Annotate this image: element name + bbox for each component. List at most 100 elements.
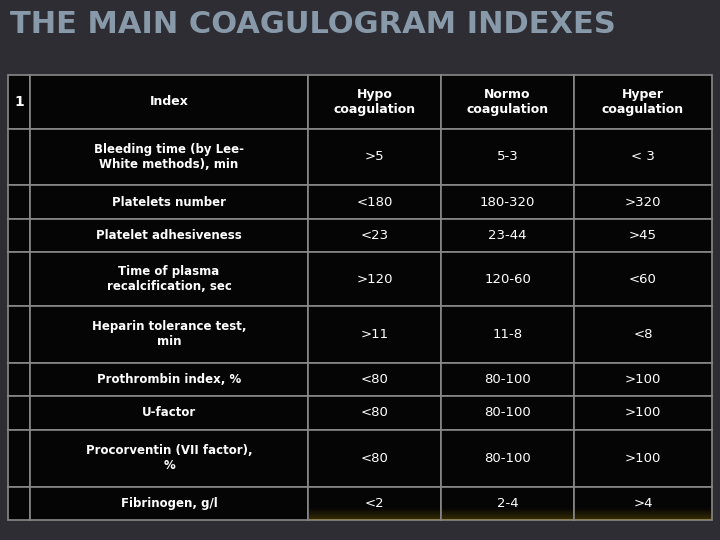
Text: Hyper
coagulation: Hyper coagulation <box>602 88 684 116</box>
Bar <box>441 129 574 185</box>
Text: Fibrinogen, g/l: Fibrinogen, g/l <box>121 497 217 510</box>
Bar <box>8 129 30 185</box>
Bar <box>308 252 441 306</box>
Bar <box>442 518 573 519</box>
Text: Heparin tolerance test,
min: Heparin tolerance test, min <box>91 320 246 348</box>
Text: < 3: < 3 <box>631 151 655 164</box>
Bar <box>308 219 441 252</box>
Bar <box>441 430 574 487</box>
Text: <8: <8 <box>634 328 653 341</box>
Text: 80-100: 80-100 <box>484 407 531 420</box>
Text: >100: >100 <box>625 451 661 464</box>
Text: Time of plasma
recalcification, sec: Time of plasma recalcification, sec <box>107 265 231 293</box>
Text: >100: >100 <box>625 407 661 420</box>
Bar <box>441 219 574 252</box>
Bar <box>309 515 440 516</box>
Text: >11: >11 <box>361 328 389 341</box>
Bar <box>575 517 711 518</box>
Bar <box>308 185 441 219</box>
Bar <box>308 396 441 430</box>
Text: Procorventin (VII factor),
%: Procorventin (VII factor), % <box>86 444 252 472</box>
Text: <80: <80 <box>361 373 388 386</box>
Text: 1: 1 <box>14 94 24 109</box>
Text: Prothrombin index, %: Prothrombin index, % <box>97 373 241 386</box>
Bar <box>442 510 573 511</box>
Bar <box>30 306 308 363</box>
Bar <box>8 306 30 363</box>
Bar <box>308 363 441 396</box>
Text: 80-100: 80-100 <box>484 373 531 386</box>
Text: 2-4: 2-4 <box>497 497 518 510</box>
Text: <23: <23 <box>361 229 389 242</box>
Bar <box>575 516 711 517</box>
Bar <box>575 515 711 516</box>
Text: Bleeding time (by Lee-
White methods), min: Bleeding time (by Lee- White methods), m… <box>94 143 244 171</box>
Bar <box>574 185 712 219</box>
Text: 180-320: 180-320 <box>480 195 535 208</box>
Bar <box>575 509 711 510</box>
Bar <box>442 519 573 520</box>
Bar <box>442 516 573 517</box>
Bar <box>441 396 574 430</box>
Text: <2: <2 <box>365 497 384 510</box>
Bar <box>30 129 308 185</box>
Bar <box>30 219 308 252</box>
Bar <box>8 75 30 129</box>
Text: >5: >5 <box>365 151 384 164</box>
Bar <box>30 430 308 487</box>
Bar <box>575 514 711 515</box>
Bar <box>442 517 573 518</box>
Text: Index: Index <box>150 95 189 108</box>
Bar <box>442 512 573 513</box>
Bar <box>441 185 574 219</box>
Bar <box>309 512 440 513</box>
Bar <box>574 306 712 363</box>
Bar <box>308 430 441 487</box>
Bar <box>575 510 711 511</box>
Bar <box>30 487 308 520</box>
Bar <box>574 219 712 252</box>
Bar <box>441 363 574 396</box>
Bar <box>575 512 711 513</box>
Bar <box>442 508 573 509</box>
Bar <box>308 306 441 363</box>
Text: THE MAIN COAGULOGRAM INDEXES: THE MAIN COAGULOGRAM INDEXES <box>10 10 616 39</box>
Bar <box>574 129 712 185</box>
Text: <80: <80 <box>361 407 388 420</box>
Text: 80-100: 80-100 <box>484 451 531 464</box>
Bar <box>309 508 440 509</box>
Bar <box>30 75 308 129</box>
Text: 11-8: 11-8 <box>492 328 523 341</box>
Bar <box>309 514 440 515</box>
Bar <box>309 516 440 517</box>
Bar <box>575 511 711 512</box>
Bar <box>30 252 308 306</box>
Bar <box>574 252 712 306</box>
Bar <box>574 75 712 129</box>
Bar <box>309 511 440 512</box>
Bar <box>309 517 440 518</box>
Bar <box>575 518 711 519</box>
Text: U-factor: U-factor <box>142 407 196 420</box>
Text: <180: <180 <box>356 195 392 208</box>
Text: 5-3: 5-3 <box>497 151 518 164</box>
Bar <box>574 430 712 487</box>
Text: 23-44: 23-44 <box>488 229 527 242</box>
Bar <box>442 514 573 515</box>
Bar <box>441 306 574 363</box>
Bar <box>309 518 440 519</box>
Bar <box>442 511 573 512</box>
Bar <box>309 509 440 510</box>
Bar <box>8 185 30 219</box>
Text: <80: <80 <box>361 451 388 464</box>
Bar <box>441 252 574 306</box>
Bar <box>574 396 712 430</box>
Bar <box>8 219 30 252</box>
Bar <box>308 75 441 129</box>
Bar <box>441 487 574 520</box>
Bar <box>442 515 573 516</box>
Bar <box>575 519 711 520</box>
Text: Platelets number: Platelets number <box>112 195 226 208</box>
Bar <box>309 513 440 514</box>
Bar <box>309 510 440 511</box>
